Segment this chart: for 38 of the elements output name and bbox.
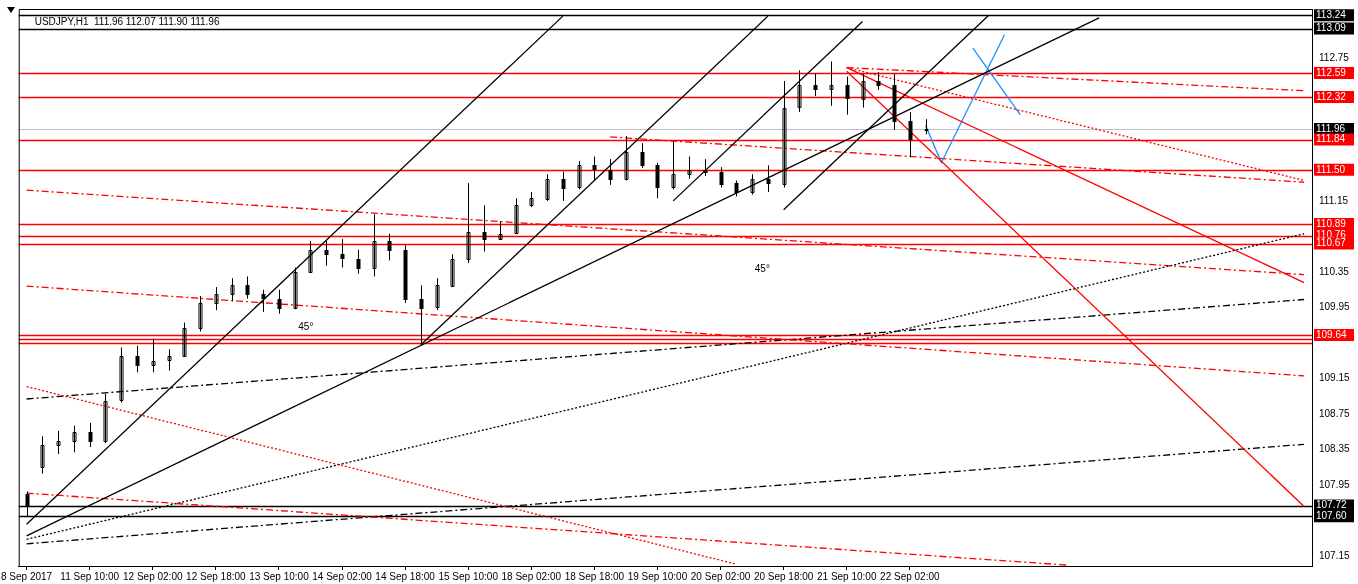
y-tick-label: 108.75 — [1319, 407, 1351, 419]
ref-line-label: 109.64 — [1316, 328, 1348, 340]
x-tick-label: 12 Sep 18:00 — [186, 570, 247, 582]
x-tick-label: 15 Sep 10:00 — [438, 570, 499, 582]
y-tick-label: 111.15 — [1319, 194, 1349, 206]
text: USDJPY,H1 111.96 112.07 111.90 111.96 — [34, 15, 220, 27]
x-tick-label: 14 Sep 02:00 — [312, 570, 373, 582]
ref-line-label: 107.72 — [1316, 499, 1348, 511]
x-tick-label: 18 Sep 02:00 — [501, 570, 562, 582]
x-tick-label: 21 Sep 10:00 — [816, 570, 877, 582]
ref-line-label: 111.50 — [1316, 163, 1346, 175]
ref-line-label: 113.24 — [1316, 8, 1347, 20]
ref-line-label: 111.84 — [1316, 133, 1346, 145]
x-tick-label: 13 Sep 10:00 — [249, 570, 310, 582]
x-tick-label: 11 Sep 10:00 — [60, 570, 120, 582]
annotation: 45° — [298, 321, 314, 333]
x-tick-label: 18 Sep 18:00 — [564, 570, 625, 582]
ref-line-label: 111.96 — [1316, 122, 1346, 134]
y-tick-label: 109.15 — [1319, 372, 1351, 384]
x-tick-label: 12 Sep 02:00 — [123, 570, 183, 582]
x-tick-label: 22 Sep 02:00 — [880, 570, 940, 582]
ref-line-label: 112.59 — [1316, 66, 1347, 78]
y-tick-label: 109.95 — [1319, 301, 1351, 313]
y-tick-label: 110.35 — [1319, 265, 1350, 277]
y-tick-label: 112.75 — [1319, 52, 1350, 64]
ref-line-label: 113.09 — [1316, 22, 1347, 34]
annotation: 45° — [754, 263, 770, 275]
ref-line-label: 112.32 — [1316, 90, 1347, 102]
x-tick-label: 14 Sep 18:00 — [375, 570, 436, 582]
y-tick-label: 107.95 — [1319, 478, 1351, 490]
x-tick-label: 20 Sep 02:00 — [690, 570, 751, 582]
ref-line-label: 107.60 — [1316, 510, 1348, 521]
y-tick-label: 108.35 — [1319, 443, 1351, 455]
x-tick-label: 20 Sep 18:00 — [753, 570, 814, 582]
ref-line-label: 110.89 — [1316, 217, 1347, 229]
x-tick-label: 19 Sep 10:00 — [627, 570, 688, 582]
y-tick-label: 107.15 — [1319, 549, 1351, 561]
x-tick-label: 8 Sep 2017 — [1, 570, 53, 582]
